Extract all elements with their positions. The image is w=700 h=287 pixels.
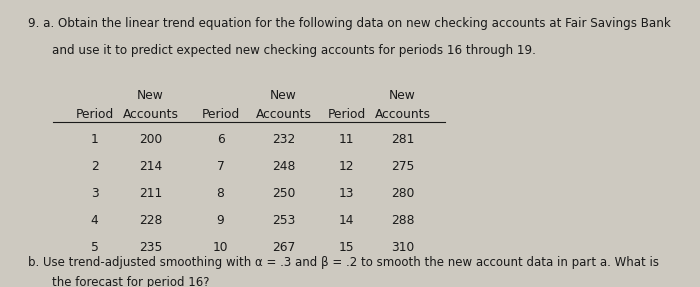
Text: 6: 6 [216, 133, 225, 146]
Text: Period: Period [328, 108, 365, 121]
Text: 280: 280 [391, 187, 414, 200]
Text: New: New [389, 89, 416, 102]
Text: b. Use trend-adjusted smoothing with α = .3 and β = .2 to smooth the new account: b. Use trend-adjusted smoothing with α =… [28, 256, 659, 269]
Text: 232: 232 [272, 133, 295, 146]
Text: Period: Period [202, 108, 239, 121]
Text: 310: 310 [391, 241, 414, 254]
Text: 1: 1 [90, 133, 99, 146]
Text: and use it to predict expected new checking accounts for periods 16 through 19.: and use it to predict expected new check… [52, 44, 536, 57]
Text: 235: 235 [139, 241, 162, 254]
Text: 211: 211 [139, 187, 162, 200]
Text: 214: 214 [139, 160, 162, 173]
Text: 12: 12 [339, 160, 354, 173]
Text: 3: 3 [90, 187, 99, 200]
Text: 13: 13 [339, 187, 354, 200]
Text: New: New [137, 89, 164, 102]
Text: Accounts: Accounts [256, 108, 312, 121]
Text: 15: 15 [339, 241, 354, 254]
Text: 14: 14 [339, 214, 354, 227]
Text: 4: 4 [90, 214, 99, 227]
Text: 5: 5 [90, 241, 99, 254]
Text: 281: 281 [391, 133, 414, 146]
Text: 8: 8 [216, 187, 225, 200]
Text: 7: 7 [216, 160, 225, 173]
Text: 248: 248 [272, 160, 295, 173]
Text: 228: 228 [139, 214, 162, 227]
Text: 253: 253 [272, 214, 295, 227]
Text: Accounts: Accounts [374, 108, 430, 121]
Text: 288: 288 [391, 214, 414, 227]
Text: 200: 200 [139, 133, 162, 146]
Text: 10: 10 [213, 241, 228, 254]
Text: the forecast for period 16?: the forecast for period 16? [52, 276, 210, 287]
Text: 267: 267 [272, 241, 295, 254]
Text: 275: 275 [391, 160, 414, 173]
Text: 9: 9 [216, 214, 225, 227]
Text: New: New [270, 89, 297, 102]
Text: 11: 11 [339, 133, 354, 146]
Text: Accounts: Accounts [122, 108, 178, 121]
Text: 2: 2 [90, 160, 99, 173]
Text: 250: 250 [272, 187, 295, 200]
Text: 9. a. Obtain the linear trend equation for the following data on new checking ac: 9. a. Obtain the linear trend equation f… [28, 17, 671, 30]
Text: Period: Period [76, 108, 113, 121]
